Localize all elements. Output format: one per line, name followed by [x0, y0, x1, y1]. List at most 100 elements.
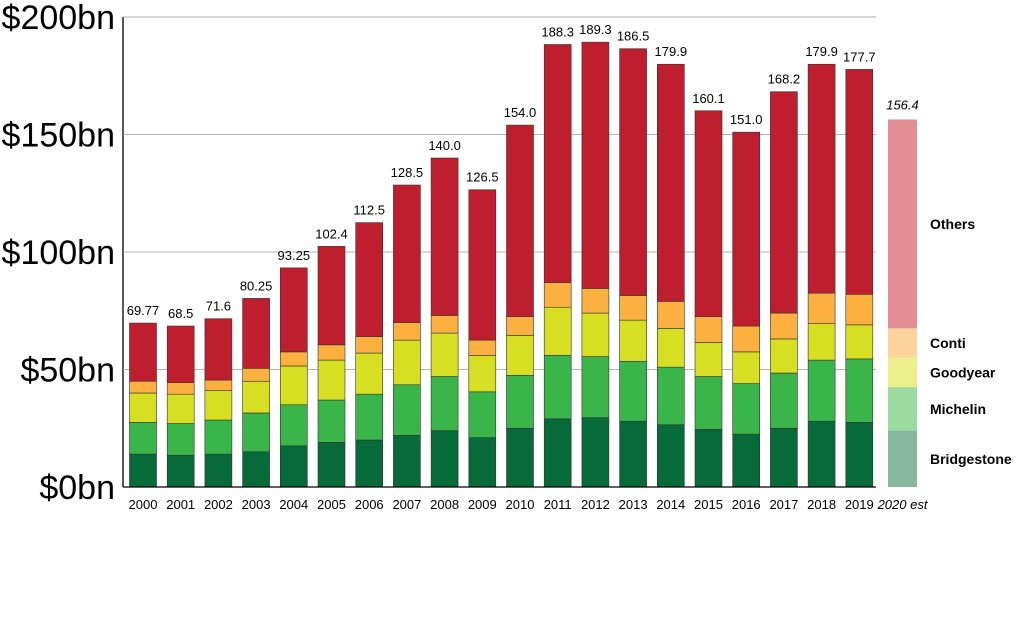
bar-segment-goodyear-2011: [543, 306, 572, 356]
total-label-2000: 69.77: [127, 303, 160, 318]
bar-segment-bridgestone-2006: [355, 439, 384, 488]
bar-segment-others-2001: [166, 325, 195, 383]
bar-segment-conti-2009: [468, 339, 497, 356]
bar-segment-goodyear-2007: [393, 339, 421, 386]
bar-segment-bridgestone-2004: [279, 445, 308, 488]
bar-segment-michelin-2002: [204, 419, 233, 455]
bar-segment-bridgestone-2015: [694, 429, 723, 488]
bar-segment-goodyear-2005: [317, 359, 346, 401]
total-label-2002: 71.6: [206, 299, 231, 314]
x-tick-label-2005: 2005: [317, 497, 346, 512]
legend-label-bridgestone: Bridgestone: [930, 451, 1012, 467]
bar-segment-conti-2013: [619, 295, 647, 321]
x-tick-label-2018: 2018: [807, 497, 836, 512]
bar-segment-michelin-2013: [619, 360, 647, 422]
x-tick-label-2013: 2013: [619, 497, 648, 512]
bar-segment-goodyear-2004: [279, 365, 308, 406]
bar-segment-others-2007: [393, 184, 421, 323]
bar-segment-michelin-2003: [242, 412, 270, 453]
bar-segment-conti-2002: [204, 379, 233, 391]
estimate-segment-bridgestone: [888, 430, 917, 487]
x-tick-label-2015: 2015: [694, 497, 723, 512]
bar-segment-bridgestone-2014: [656, 424, 685, 488]
estimate-total-label: 156.4: [886, 97, 919, 112]
x-tick-label-2011: 2011: [544, 497, 572, 512]
bar-segment-bridgestone-2002: [204, 453, 233, 488]
x-tick-label-2009: 2009: [468, 497, 497, 512]
bar-segment-others-2010: [506, 124, 534, 317]
bar-segment-others-2005: [317, 246, 346, 346]
y-tick-label: $150bn: [2, 117, 115, 155]
bar-segment-goodyear-2001: [166, 393, 195, 424]
bar-segment-michelin-2012: [581, 356, 610, 418]
total-label-2004: 93.25: [278, 248, 311, 263]
bar-segment-goodyear-2009: [468, 355, 497, 393]
bar-segment-bridgestone-2005: [317, 442, 346, 488]
bar-segment-others-2011: [543, 44, 572, 283]
bar-segment-others-2000: [129, 322, 157, 382]
bar-segment-michelin-2016: [732, 383, 761, 435]
bar-segment-bridgestone-2017: [770, 427, 798, 488]
bar-segment-conti-2010: [506, 316, 534, 336]
total-label-2008: 140.0: [428, 138, 461, 153]
total-label-2003: 80.25: [240, 278, 273, 293]
x-tick-label-2000: 2000: [129, 497, 158, 512]
estimate-segment-michelin: [888, 387, 917, 431]
bar-segment-others-2012: [581, 41, 610, 289]
bar-segment-bridgestone-2003: [242, 451, 270, 488]
total-labels: 69.77 68.5 71.6 80.25 93.25 102.4 112.5 128.5 14…: [127, 22, 876, 321]
bar-segment-conti-2006: [355, 336, 384, 354]
total-label-2006: 112.5: [353, 203, 385, 218]
bar-segment-goodyear-2013: [619, 319, 647, 362]
bar-segment-bridgestone-2018: [807, 420, 836, 488]
bar-segment-bridgestone-2012: [581, 417, 610, 488]
bar-segment-michelin-2015: [694, 376, 723, 430]
bar-segment-others-2008: [430, 157, 459, 316]
bar-segment-bridgestone-2013: [619, 420, 647, 488]
bar-segment-bridgestone-2009: [468, 437, 497, 488]
total-label-2017: 168.2: [768, 72, 801, 87]
total-label-2010: 154.0: [504, 105, 537, 120]
bar-segment-conti-2000: [129, 380, 157, 394]
x-tick-label-2012: 2012: [581, 497, 610, 512]
bar-segment-bridgestone-2011: [543, 418, 572, 488]
x-tick-label-2008: 2008: [430, 497, 459, 512]
estimate-segment-others: [888, 119, 917, 329]
x-tick-label-2006: 2006: [355, 497, 384, 512]
bar-segment-goodyear-2006: [355, 352, 384, 395]
bar-segment-goodyear-2000: [129, 392, 157, 423]
bar-segment-goodyear-2015: [694, 342, 723, 377]
bar-segment-michelin-2011: [543, 355, 572, 420]
total-label-2007: 128.5: [391, 165, 424, 180]
total-label-2009: 126.5: [466, 170, 499, 185]
bar-segment-conti-2011: [543, 282, 572, 308]
x-tick-label-2002: 2002: [204, 497, 233, 512]
bar-segment-michelin-2008: [430, 376, 459, 431]
bar-segment-others-2013: [619, 48, 647, 296]
x-tick-label-2003: 2003: [242, 497, 271, 512]
bar-segment-goodyear-2008: [430, 332, 459, 377]
bar-segment-conti-2003: [242, 368, 270, 382]
total-label-2019: 177.7: [843, 49, 876, 64]
bar-segment-bridgestone-2000: [129, 453, 157, 488]
bar-segment-others-2009: [468, 189, 497, 341]
total-label-2005: 102.4: [315, 226, 348, 241]
bar-segment-others-2017: [770, 91, 798, 314]
bar-segment-others-2016: [732, 131, 761, 327]
bar-segment-conti-2018: [807, 292, 836, 324]
legend-label-michelin: Michelin: [930, 401, 986, 417]
bar-segment-conti-2008: [430, 315, 459, 334]
bar-segment-others-2018: [807, 63, 836, 294]
bar-segment-bridgestone-2010: [506, 427, 534, 488]
bar-segment-others-2006: [355, 222, 384, 337]
bar-segment-michelin-2007: [393, 384, 421, 436]
x-tick-label-2016: 2016: [732, 497, 761, 512]
bar-segment-goodyear-2012: [581, 312, 610, 357]
bars: [129, 41, 874, 488]
total-label-2012: 189.3: [579, 22, 612, 37]
bar-segment-goodyear-2019: [845, 324, 874, 360]
bar-segment-conti-2004: [279, 351, 308, 367]
bar-segment-michelin-2001: [166, 423, 195, 456]
legend-label-others: Others: [930, 216, 975, 232]
